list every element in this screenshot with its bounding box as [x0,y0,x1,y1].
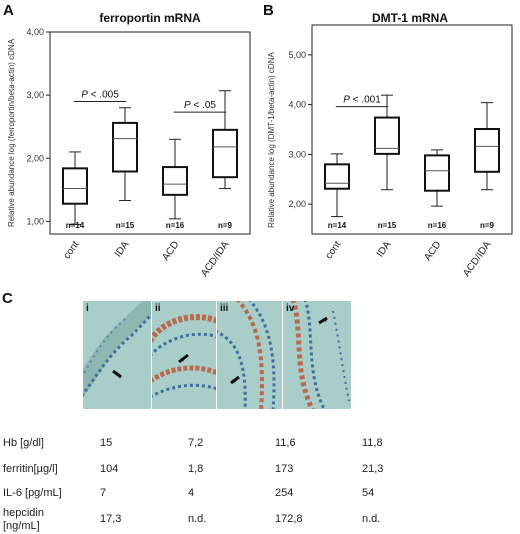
category-label: cont [62,239,82,261]
table-cell: 11,6 [275,437,296,449]
table-row-label: Hb [g/dl] [3,437,44,449]
y-tick-label: 3,00 [288,149,306,159]
n-label: n=9 [218,221,233,230]
table-row-label: IL-6 [pg/mL] [3,487,62,499]
box-acd-ida [212,128,238,179]
box-cont [324,163,350,190]
y-tick-label: 5,00 [288,50,306,60]
category-label: IDA [113,239,132,259]
table-row-label: hepcidin [ng/mL] [3,507,44,532]
micrograph-i: i [83,301,151,409]
micrograph-ii: ii [152,301,216,409]
y-tick-label: 1,00 [26,216,44,226]
micrograph-i-image [83,301,151,409]
table-cell: 172,8 [275,513,303,525]
n-label: n=16 [428,221,447,230]
box-ida [374,116,400,155]
box-acd [162,166,188,196]
panel-letter-a: A [3,2,14,19]
micrograph-iv-image [283,301,351,409]
table-cell: n.d. [188,513,207,525]
n-label: n=9 [480,221,495,230]
category-label: cont [324,239,344,261]
table-row-label: ferritin[µg/l] [3,463,58,475]
n-label: n=15 [378,221,397,230]
panel-letter-c: C [2,290,13,307]
n-label: n=15 [116,221,135,230]
table-cell: 1,8 [188,463,204,475]
box-acd-ida [474,128,500,173]
n-label: n=16 [166,221,185,230]
y-tick-label: 2,00 [288,199,306,209]
n-label: n=14 [328,221,347,230]
significance-label: P < .005 [81,89,119,100]
table-cell: 7 [100,487,107,499]
table-cell: 7,2 [188,437,204,449]
table-cell: 173 [275,463,294,475]
micrograph-label: ii [155,303,161,314]
box-acd [424,154,450,192]
y-tick-label: 4,00 [26,27,44,37]
box-ida [112,121,138,173]
y-axis-label: Relative abundance log (ferroportin/beta… [7,38,16,227]
micrograph-label: iv [286,303,295,314]
micrograph-ii-image [152,301,216,409]
category-label: IDA [375,239,394,259]
table-cell: 15 [100,437,113,449]
plot-frame [49,31,251,235]
micrograph-iii-image [217,301,282,409]
table-cell: 54 [362,487,375,499]
plot-frame [311,24,513,235]
table-cell: 11,8 [362,437,383,449]
table-cell: 17,3 [100,513,122,525]
chart-title: ferroportin mRNA [99,11,201,25]
y-tick-label: 3,00 [26,90,44,100]
y-axis-label: Relative abundance log (DMT-1/beta-actin… [267,52,276,228]
table-cell: 21,3 [362,463,384,475]
table-cell: n.d. [362,513,381,525]
n-label: n=14 [66,221,85,230]
micrograph-label: i [86,303,89,314]
table-cell: 104 [100,463,119,475]
chart-title: DMT-1 mRNA [372,11,448,25]
significance-label: P < .05 [184,100,216,111]
category-label: ACD/IDA [199,239,231,279]
panel-letter-b: B [263,2,274,19]
significance-label: P < .001 [343,95,381,106]
micrograph-iii: iii [217,301,282,409]
micrograph-iv: iv [283,301,351,409]
category-label: ACD [422,239,443,263]
table-cell: 4 [188,487,195,499]
box-cont [62,167,88,205]
table-cell: 254 [275,487,294,499]
y-tick-label: 4,00 [288,100,306,110]
y-tick-label: 2,00 [26,153,44,163]
micrograph-label: iii [220,303,229,314]
category-label: ACD [160,239,181,263]
category-label: ACD/IDA [461,239,493,279]
dmt1-chart: B DMT-1 mRNA Relative abundance log (DMT… [263,2,513,279]
ferroportin-chart: A ferroportin mRNA Relative abundance lo… [3,2,251,279]
